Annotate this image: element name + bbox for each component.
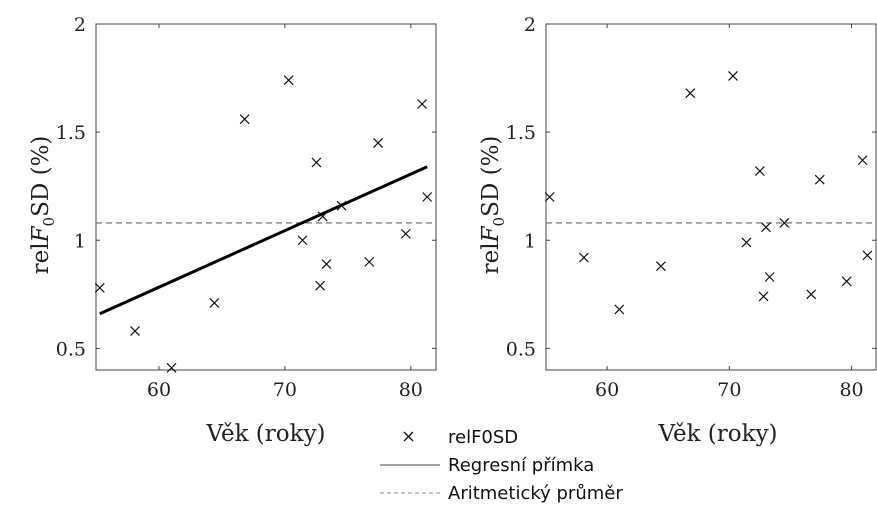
data-point xyxy=(283,75,294,86)
x-tick-label: 70 xyxy=(273,379,297,401)
x-tick-label: 70 xyxy=(717,379,741,401)
data-point xyxy=(166,362,177,373)
data-point xyxy=(400,228,411,239)
left-ylabel-sub: 0 xyxy=(40,217,58,227)
data-point xyxy=(764,272,775,282)
legend-regression-entry: Regresní přímka xyxy=(380,455,594,476)
y-tick-label: 0.5 xyxy=(56,338,86,360)
left-panel: 60 70 80 0.5 1 1.5 2 Věk (roky) relF0SD (%) xyxy=(28,14,437,447)
right-panel: 60 70 80 0.5 1 1.5 2 Věk (roky) relF0SD (%) xyxy=(478,14,877,447)
legend-mean-entry: Aritmetický průměr xyxy=(380,483,623,504)
left-axes: 60 70 80 0.5 1 1.5 2 xyxy=(56,14,437,401)
legend-scatter-entry: relF0SD xyxy=(403,427,518,448)
left-xlabel: Věk (roky) xyxy=(205,421,325,447)
data-point xyxy=(728,70,738,81)
data-point xyxy=(614,304,625,315)
y-tick-label: 1 xyxy=(74,230,86,252)
left-marks xyxy=(94,75,436,373)
left-ylabel-rest: SD (%) xyxy=(28,136,54,217)
data-point xyxy=(862,250,873,261)
data-point xyxy=(758,291,769,302)
x-tick-label: 80 xyxy=(399,379,423,401)
data-point xyxy=(364,256,375,267)
y-tick-label: 1 xyxy=(524,230,536,252)
data-point xyxy=(311,157,322,168)
data-point xyxy=(373,138,383,148)
legend-regression-label: Regresní přímka xyxy=(448,455,594,476)
axes-box-0 xyxy=(95,23,437,371)
x-tick-label: 60 xyxy=(147,379,171,401)
legend-scatter-label: relF0SD xyxy=(448,427,518,448)
right-ylabel-sub: 0 xyxy=(490,217,508,227)
data-point xyxy=(336,200,347,211)
left-ylabel: relF0SD (%) xyxy=(28,136,58,275)
data-point xyxy=(130,326,140,336)
data-point xyxy=(417,99,428,109)
regression-line xyxy=(99,165,428,316)
legend: relF0SD Regresní přímka Aritmetický prům… xyxy=(380,427,623,504)
right-ylabel-italic: F xyxy=(478,225,504,243)
data-point xyxy=(741,237,752,248)
data-point xyxy=(857,155,868,166)
data-point xyxy=(806,289,817,300)
left-ylabel-italic: F xyxy=(28,225,54,243)
y-tick-label: 0.5 xyxy=(506,338,536,360)
y-tick-label: 1.5 xyxy=(506,122,536,144)
data-point xyxy=(814,174,825,185)
axes-box-1 xyxy=(545,23,877,371)
right-marks xyxy=(544,70,876,315)
data-point xyxy=(578,252,589,263)
data-point xyxy=(315,280,326,291)
right-xlabel: Věk (roky) xyxy=(657,421,777,447)
data-point xyxy=(761,222,771,233)
data-point xyxy=(321,259,332,269)
data-point xyxy=(317,211,328,222)
data-point xyxy=(779,218,790,228)
right-ylabel-rest: SD (%) xyxy=(478,136,504,217)
right-ylabel: relF0SD (%) xyxy=(478,136,508,275)
y-tick-label: 1.5 xyxy=(56,122,86,144)
data-point xyxy=(297,235,308,246)
right-axes: 60 70 80 0.5 1 1.5 2 xyxy=(506,14,877,401)
data-point xyxy=(655,261,666,272)
y-tick-label: 2 xyxy=(524,14,536,36)
left-ylabel-prefix: rel xyxy=(28,242,54,274)
data-point xyxy=(94,282,105,293)
legend-cross-marker xyxy=(403,431,414,442)
x-tick-label: 80 xyxy=(839,379,863,401)
data-point xyxy=(685,88,696,99)
right-ylabel-prefix: rel xyxy=(478,242,504,274)
x-tick-label: 60 xyxy=(595,379,619,401)
data-point xyxy=(841,276,852,287)
data-point xyxy=(754,166,765,176)
y-tick-label: 2 xyxy=(74,14,86,36)
legend-mean-label: Aritmetický průměr xyxy=(448,483,623,504)
data-point xyxy=(209,298,220,308)
data-point xyxy=(544,192,555,202)
data-point xyxy=(422,192,433,202)
data-point xyxy=(239,114,250,125)
